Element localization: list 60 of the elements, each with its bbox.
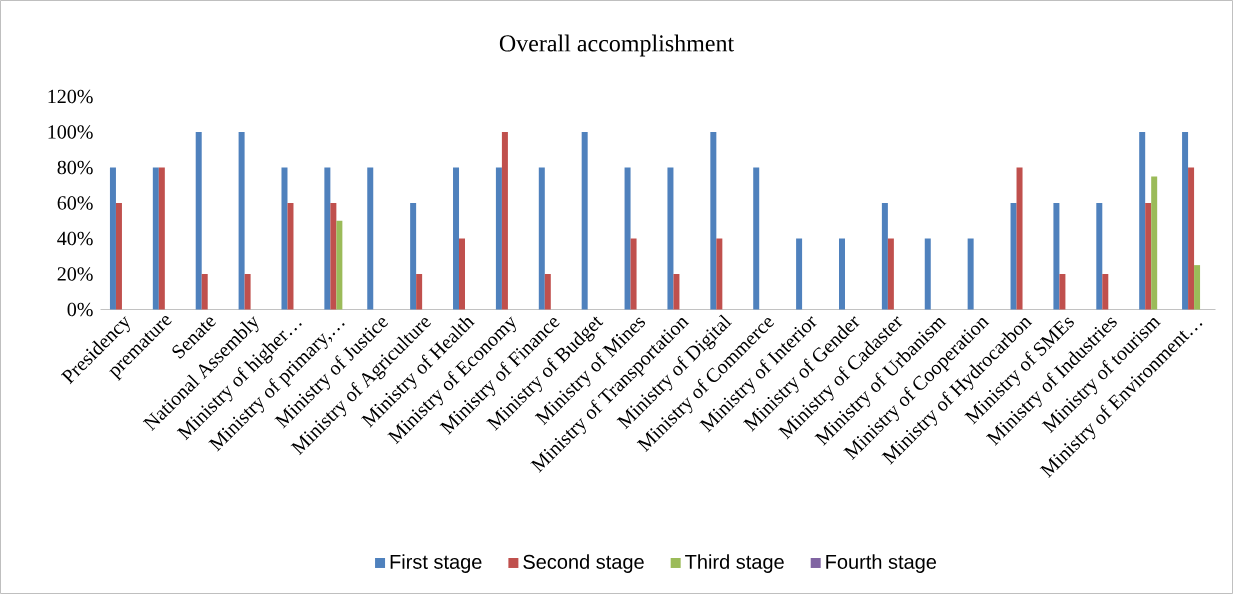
bar: [410, 203, 417, 310]
bar: [1194, 265, 1201, 310]
bar: [796, 238, 803, 310]
bar: [459, 238, 466, 310]
bar: [630, 238, 637, 310]
bar: [158, 167, 165, 310]
y-tick-label: 0%: [67, 302, 93, 317]
bar: [287, 203, 294, 310]
bar: [881, 203, 888, 310]
bar: [1188, 167, 1195, 310]
bar: [887, 238, 894, 310]
bar: [624, 167, 631, 310]
bar: [324, 167, 331, 310]
bar: [581, 132, 588, 310]
bar: [1139, 132, 1146, 310]
bar: [152, 167, 159, 310]
bar: [667, 167, 674, 310]
bar: [544, 274, 551, 310]
bar: [753, 167, 760, 310]
y-tick-label: 100%: [48, 125, 93, 139]
bar: [238, 132, 245, 310]
bar: [453, 167, 460, 310]
bar: [367, 167, 374, 310]
bar: [673, 274, 680, 310]
bar: [336, 220, 343, 310]
bar: [1059, 274, 1066, 310]
bar: [195, 132, 202, 310]
bar: [330, 203, 337, 310]
bar: [1182, 132, 1189, 310]
bar: [1053, 203, 1060, 310]
legend-label: Second stage: [523, 554, 644, 573]
bar: [1102, 274, 1109, 310]
legend-label: Third stage: [685, 554, 784, 573]
y-tick-label: 80%: [57, 160, 93, 175]
bar: [710, 132, 717, 310]
bar: [538, 167, 545, 310]
bar: [967, 238, 974, 310]
bar: [1010, 203, 1017, 310]
y-tick-label: 120%: [48, 89, 93, 104]
bar: [716, 238, 723, 310]
legend-label: Fourth stage: [826, 554, 937, 573]
bar: [1096, 203, 1103, 310]
bar: [244, 274, 251, 310]
legend-label: First stage: [390, 554, 482, 573]
y-tick-label: 60%: [57, 196, 93, 210]
bar: [416, 274, 423, 310]
bar: [924, 238, 931, 310]
bar: [115, 203, 122, 310]
y-tick-label: 20%: [57, 267, 93, 281]
bar: [109, 167, 116, 310]
bar: [501, 132, 508, 310]
chart-title: Overall accomplishment: [499, 34, 735, 57]
bar: [201, 274, 208, 310]
bar: [495, 167, 502, 310]
y-tick-label: 40%: [57, 231, 93, 246]
bar: [281, 167, 288, 310]
bar: [1151, 176, 1158, 310]
bar: [838, 238, 845, 310]
bar: [1145, 203, 1152, 310]
bar: [1016, 167, 1023, 310]
